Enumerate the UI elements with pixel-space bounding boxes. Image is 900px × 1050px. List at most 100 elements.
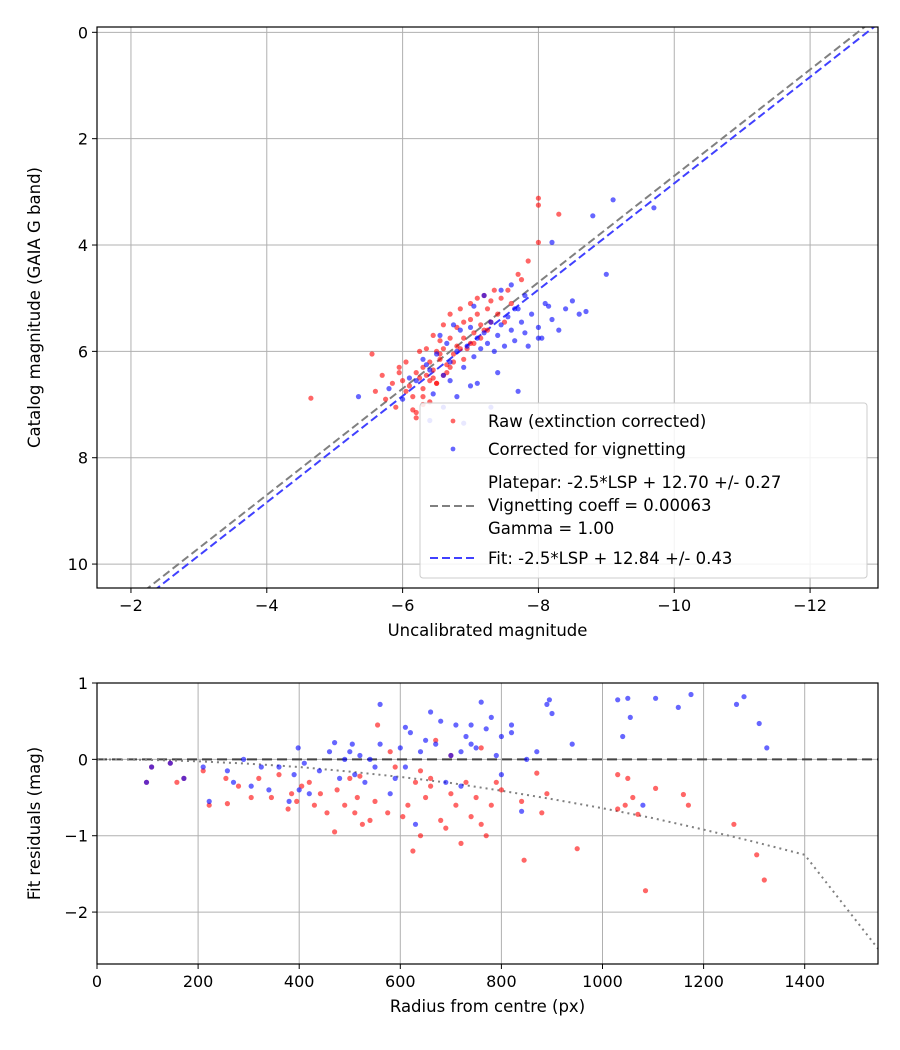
- top-series0-point: [413, 415, 419, 421]
- top-series1-point: [583, 308, 589, 315]
- top-y-tick-label: 0: [78, 23, 88, 42]
- bottom-series1-point: [295, 745, 301, 751]
- top-series1-point: [488, 319, 494, 325]
- top-series1-point: [430, 391, 436, 397]
- top-series0-point: [467, 316, 474, 323]
- bottom-series1-point: [569, 741, 575, 747]
- bottom-series1-point: [483, 726, 489, 732]
- top-y-tick-label: 4: [78, 236, 88, 255]
- bottom-series1-point: [688, 691, 694, 698]
- bottom-series0-point: [473, 794, 479, 801]
- top-series0-point: [508, 300, 514, 307]
- top-y-tick-label: 8: [78, 449, 88, 468]
- top-series0-point: [498, 295, 504, 301]
- top-series0-point: [535, 202, 542, 208]
- top-x-tick-label: −4: [255, 596, 279, 615]
- bottom-series0-point: [206, 802, 212, 808]
- top-series1-point: [484, 340, 491, 346]
- bottom-series1-point: [478, 699, 484, 705]
- bottom-series1-point: [508, 730, 515, 736]
- bottom-series1-point: [756, 720, 762, 727]
- bottom-series0-point: [285, 806, 291, 812]
- bottom-series0-point: [453, 802, 459, 808]
- bottom-x-tick-label: 1000: [582, 972, 623, 991]
- bottom-series0-point: [443, 825, 449, 831]
- bottom-series0-point: [680, 791, 687, 798]
- top-series0-point: [396, 370, 402, 376]
- top-series1-point: [505, 314, 511, 320]
- top-x-tick-label: −6: [391, 596, 415, 615]
- top-series1-point: [501, 343, 508, 349]
- bottom-series1-point: [493, 752, 499, 759]
- bottom-series0-point: [200, 768, 206, 774]
- top-series1-point: [495, 332, 501, 338]
- bottom-series1-point: [764, 745, 770, 751]
- top-series0-point: [461, 319, 467, 325]
- bottom-x-tick-label: 400: [284, 972, 315, 991]
- bottom-series0-point: [324, 810, 330, 816]
- top-series0-point: [440, 322, 446, 328]
- bottom-series0-point: [347, 775, 353, 782]
- bottom-series0-point: [256, 775, 262, 782]
- top-series0-point: [410, 407, 416, 413]
- top-series0-point: [440, 346, 446, 352]
- top-series1-point: [522, 292, 528, 299]
- top-series0-point: [423, 346, 429, 352]
- top-series0-point: [372, 388, 378, 394]
- top-series0-point: [430, 375, 436, 381]
- top-series1-point: [518, 319, 525, 325]
- bottom-series1-point: [498, 733, 504, 740]
- bottom-series1-point: [733, 701, 740, 708]
- bottom-series1-point: [524, 756, 530, 763]
- bottom-series1-point: [230, 779, 237, 785]
- top-series1-point: [491, 348, 497, 354]
- bottom-series1-point: [407, 730, 413, 736]
- bottom-series1-point: [377, 701, 383, 708]
- bottom-series1-point: [357, 752, 363, 759]
- bottom-series1-point: [468, 722, 474, 728]
- top-series0-point: [434, 380, 440, 386]
- top-series0-point: [461, 356, 467, 362]
- top-y-tick-label: 2: [78, 130, 88, 149]
- bottom-series1-point: [417, 749, 424, 755]
- top-series1-point: [481, 292, 487, 299]
- top-series0-point: [389, 380, 395, 386]
- top-series0-point: [535, 195, 542, 201]
- top-series0-point: [505, 287, 511, 293]
- bottom-series0-point: [685, 802, 692, 808]
- top-series1-point: [355, 394, 362, 400]
- bottom-series1-point: [402, 724, 408, 730]
- top-x-tick-label: −2: [119, 596, 143, 615]
- bottom-series0-point: [635, 811, 641, 817]
- top-series1-point: [535, 324, 542, 330]
- top-series0-point: [484, 306, 491, 312]
- bottom-x-axis-label: Radius from centre (px): [390, 997, 585, 1016]
- calibration-plot: −2 −4 −6 −8 −10 −12 0 2 4 6 8 10 Uncalibrated magn…: [25, 23, 879, 640]
- top-y-tick-label: 6: [78, 342, 88, 361]
- top-series0-point: [518, 277, 525, 283]
- top-x-tick-label: −12: [793, 596, 827, 615]
- top-series1-point: [546, 303, 552, 309]
- bottom-series1-point: [316, 768, 322, 774]
- top-series1-point: [406, 375, 412, 381]
- top-series0-point: [410, 394, 416, 400]
- bottom-series0-point: [417, 833, 424, 839]
- bottom-series1-point: [352, 772, 358, 778]
- bottom-series0-point: [534, 770, 540, 776]
- bottom-series1-point: [167, 760, 173, 766]
- bottom-series1-point: [306, 791, 312, 797]
- bottom-series0-point: [428, 783, 434, 789]
- top-y-tick-label: 10: [68, 555, 88, 574]
- bottom-series1-point: [206, 798, 212, 805]
- bottom-series0-point: [483, 833, 489, 839]
- bottom-series0-point: [357, 773, 363, 779]
- bottom-series0-point: [493, 779, 499, 785]
- top-series1-point: [512, 338, 518, 344]
- top-series1-point: [563, 306, 569, 312]
- bottom-series1-point: [367, 756, 373, 763]
- top-series1-point: [515, 388, 521, 394]
- top-series1-point: [495, 370, 501, 376]
- bottom-series1-point: [286, 798, 292, 805]
- bottom-series1-point: [412, 821, 419, 827]
- bottom-series1-point: [332, 740, 338, 746]
